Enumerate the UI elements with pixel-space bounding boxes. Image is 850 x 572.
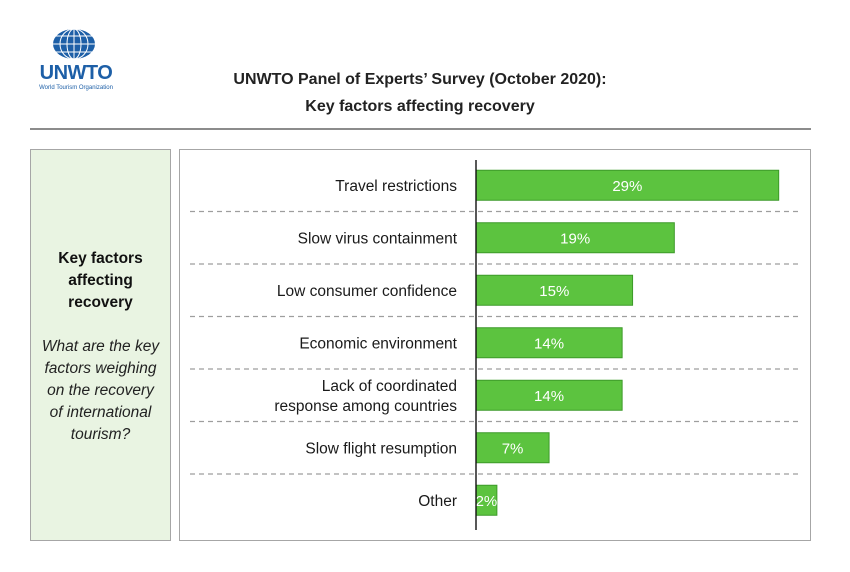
category-label: Other xyxy=(418,493,457,510)
bar xyxy=(475,379,623,411)
globe-icon xyxy=(53,28,95,60)
bar-value-label: 2% xyxy=(476,493,498,510)
sidebar-question-line: factors weighing xyxy=(44,360,157,377)
bar-value-label: 14% xyxy=(534,388,564,405)
sidebar-title-line: recovery xyxy=(68,294,133,311)
category-label: Economic environment xyxy=(299,335,457,352)
category-label: response among countries xyxy=(274,398,457,415)
bar-chart: 29% Travel restrictions 19% Slow virus cont… xyxy=(190,160,800,530)
sidebar-title-line: affecting xyxy=(68,272,133,289)
sidebar-title: Key factors affecting recovery xyxy=(31,248,170,314)
bar-value-label: 29% xyxy=(612,178,642,195)
bar-value-label: 7% xyxy=(502,440,524,457)
category-label: Slow flight resumption xyxy=(305,440,457,457)
chart-title-line1: UNWTO Panel of Experts’ Survey (October … xyxy=(233,71,607,88)
sidebar-title-line: Key factors xyxy=(58,250,143,267)
bar-value-label: 19% xyxy=(560,230,590,247)
logo-subtitle: World Tourism Organization xyxy=(39,85,113,91)
category-label: Travel restrictions xyxy=(335,178,457,195)
category-label: Slow virus containment xyxy=(298,230,458,247)
sidebar-question: What are the key factors weighing on the… xyxy=(31,336,170,446)
sidebar-question-line: of international xyxy=(49,404,152,421)
sidebar-question-line: What are the key xyxy=(41,338,160,355)
category-label: Low consumer confidence xyxy=(277,283,457,300)
chart-panel: 29% Travel restrictions 19% Slow virus cont… xyxy=(179,149,811,541)
bar-value-label: 14% xyxy=(534,335,564,352)
header-divider xyxy=(30,128,811,130)
bar xyxy=(475,169,780,201)
logo-wordmark: UNWTO xyxy=(39,62,113,84)
unwto-logo: UNWTO World Tourism Organization xyxy=(34,28,114,94)
sidebar-question-line: on the recovery xyxy=(47,382,154,399)
category-label: Lack of coordinated xyxy=(322,378,457,395)
bar xyxy=(475,327,623,359)
bar-value-label: 15% xyxy=(539,283,569,300)
sidebar-question-line: tourism? xyxy=(70,426,131,443)
sidebar-panel: Key factors affecting recovery What are … xyxy=(30,149,171,541)
chart-title-line2: Key factors affecting recovery xyxy=(305,98,535,115)
